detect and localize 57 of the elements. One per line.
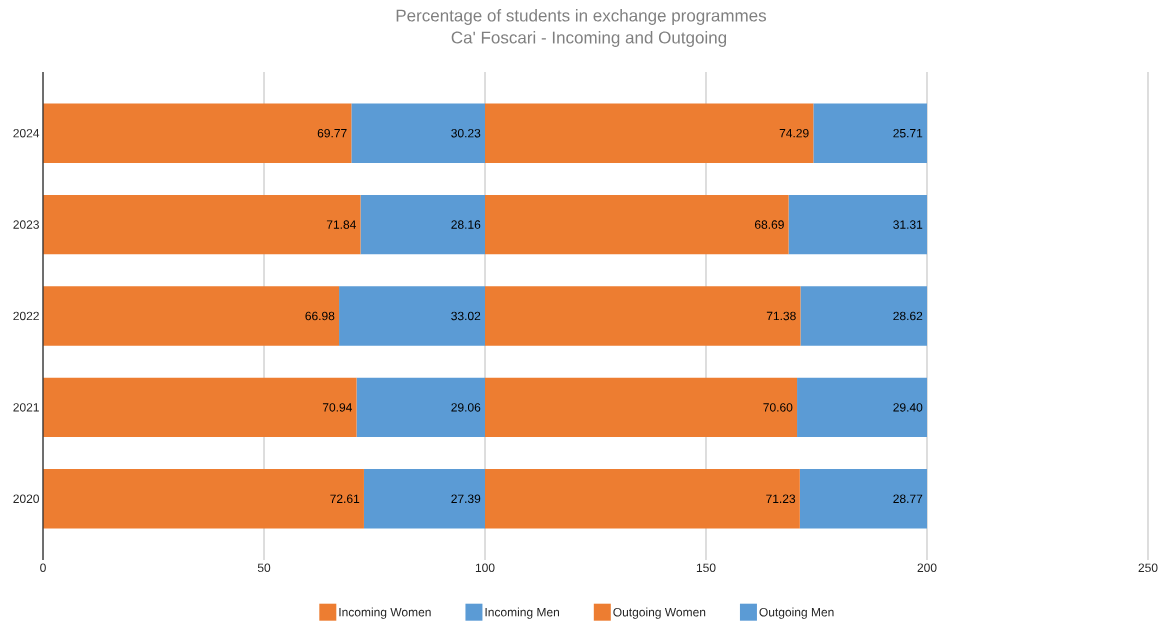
- bar: [485, 469, 800, 529]
- chart-subtitle: Ca' Foscari - Incoming and Outgoing: [451, 31, 727, 47]
- x-tick-label: 150: [696, 563, 716, 573]
- data-label: 71.23: [766, 494, 796, 504]
- legend-label: Outgoing Women: [613, 607, 706, 619]
- data-label: 68.69: [754, 220, 784, 229]
- y-tick-label: 2020: [13, 494, 40, 504]
- data-label: 70.94: [322, 403, 353, 412]
- data-label: 71.38: [766, 311, 796, 321]
- bar: [485, 194, 789, 255]
- bar: [485, 377, 798, 438]
- data-label: 28.62: [893, 311, 923, 321]
- bar: [43, 469, 364, 529]
- data-label: 27.39: [451, 494, 481, 504]
- data-label: 25.71: [893, 128, 923, 138]
- legend-label: Incoming Men: [485, 607, 559, 619]
- bar: [339, 286, 486, 346]
- x-tick-label: 250: [1138, 563, 1158, 573]
- bar: [43, 286, 340, 346]
- bar: [788, 194, 927, 255]
- data-label: 71.84: [326, 220, 356, 229]
- bar: [813, 103, 927, 163]
- y-tick-label: 2024: [13, 128, 40, 138]
- x-tick-label: 100: [475, 563, 495, 573]
- bar: [43, 377, 357, 438]
- data-label: 31.31: [893, 220, 923, 229]
- bar: [797, 377, 927, 438]
- bar: [43, 103, 352, 163]
- data-label: 33.02: [451, 311, 481, 321]
- data-label: 30.23: [451, 128, 481, 138]
- y-tick-label: 2023: [13, 220, 39, 229]
- data-label: 72.61: [330, 494, 360, 504]
- x-tick-label: 200: [917, 563, 937, 573]
- bar: [356, 377, 486, 438]
- bar: [360, 194, 486, 255]
- legend-label: Incoming Women: [339, 607, 431, 619]
- data-label: 28.16: [451, 220, 481, 229]
- bar: [363, 469, 486, 529]
- data-label: 29.40: [893, 403, 923, 412]
- data-label: 69.77: [317, 128, 347, 138]
- bar: [799, 469, 927, 529]
- legend-label: Outgoing Men: [759, 607, 834, 619]
- bar: [43, 194, 361, 255]
- data-label: 28.77: [893, 494, 923, 504]
- chart-title: Percentage of students in exchange programmes: [396, 9, 767, 25]
- y-tick-label: 2022: [13, 311, 39, 321]
- bar: [485, 286, 801, 346]
- bar: [800, 286, 927, 346]
- data-label: 29.06: [451, 403, 481, 412]
- bar: [485, 103, 814, 163]
- bar: [351, 103, 486, 163]
- data-label: 74.29: [779, 128, 809, 138]
- x-tick-label: 50: [257, 563, 271, 573]
- x-tick-label: 0: [40, 563, 46, 573]
- data-label: 66.98: [305, 311, 335, 321]
- data-label: 70.60: [763, 403, 793, 412]
- y-tick-label: 2021: [13, 403, 39, 412]
